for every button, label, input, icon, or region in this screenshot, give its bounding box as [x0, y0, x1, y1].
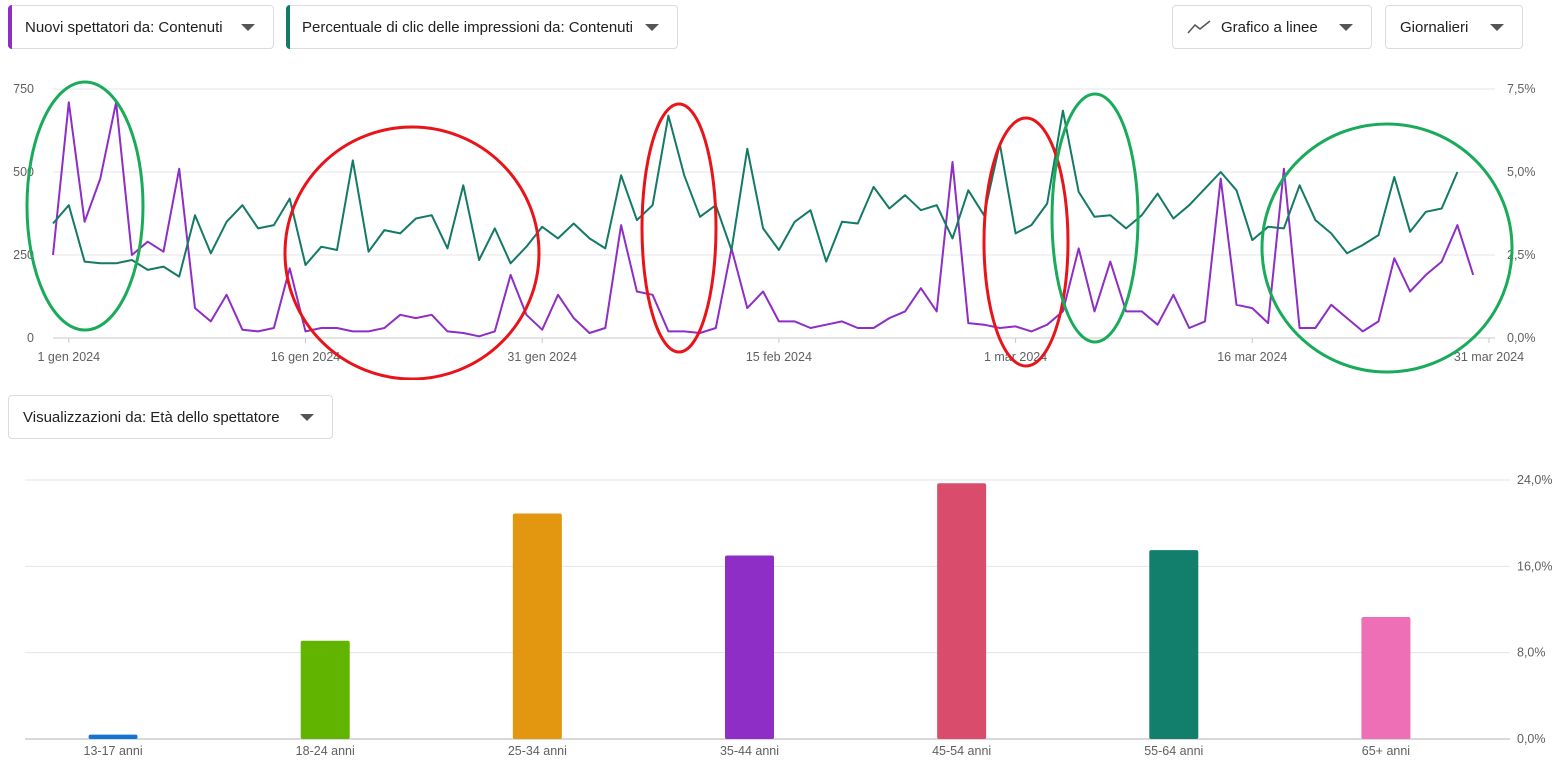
- annotation-ellipse: [640, 102, 718, 354]
- viewers-series-line: [52, 101, 1475, 338]
- y-left-tick-label: 250: [13, 248, 34, 262]
- x-tick-label: 15 feb 2024: [746, 350, 812, 364]
- y-right-tick-label: 0,0%: [1507, 331, 1536, 345]
- bar: [300, 640, 350, 739]
- y-right-tick-label: 7,5%: [1507, 82, 1536, 96]
- x-category-label: 35-44 anni: [720, 744, 779, 758]
- y-tick-label: 24,0%: [1517, 473, 1552, 487]
- caret-down-icon: [1490, 24, 1504, 31]
- bar: [512, 513, 562, 739]
- x-tick-label: 16 mar 2024: [1217, 350, 1287, 364]
- bar: [1361, 617, 1411, 739]
- line-chart-icon: [1187, 20, 1211, 34]
- breakdown-dropdown[interactable]: Visualizzazioni da: Età dello spettatore: [8, 395, 333, 439]
- x-tick-label: 31 gen 2024: [507, 350, 577, 364]
- annotation-ellipse: [283, 125, 541, 380]
- x-category-label: 18-24 anni: [296, 744, 355, 758]
- x-category-label: 55-64 anni: [1144, 744, 1203, 758]
- annotation-ellipse: [1260, 122, 1514, 374]
- y-right-tick-label: 5,0%: [1507, 165, 1536, 179]
- caret-down-icon: [241, 24, 255, 31]
- caret-down-icon: [1339, 24, 1353, 31]
- breakdown-label: Visualizzazioni da: Età dello spettatore: [23, 408, 280, 426]
- y-tick-label: 8,0%: [1517, 646, 1546, 660]
- x-category-label: 45-54 anni: [932, 744, 991, 758]
- x-tick-label: 16 gen 2024: [271, 350, 341, 364]
- annotation-ellipse: [1050, 92, 1140, 344]
- annotation-ellipse: [25, 80, 145, 332]
- interval-dropdown[interactable]: Giornalieri: [1385, 5, 1523, 49]
- x-tick-label: 1 mar 2024: [984, 350, 1047, 364]
- y-left-tick-label: 0: [27, 331, 34, 345]
- caret-down-icon: [300, 414, 314, 421]
- y-right-tick-label: 2,5%: [1507, 248, 1536, 262]
- y-left-tick-label: 750: [13, 82, 34, 96]
- metric1-dropdown[interactable]: Nuovi spettatori da: Contenuti: [8, 5, 274, 49]
- interval-label: Giornalieri: [1400, 18, 1469, 36]
- ctr-series-line: [52, 109, 1459, 278]
- bar: [88, 734, 138, 739]
- x-category-label: 65+ anni: [1362, 744, 1410, 758]
- metric2-label: Percentuale di clic delle impressioni da…: [302, 18, 634, 36]
- y-tick-label: 0,0%: [1517, 732, 1546, 746]
- y-tick-label: 16,0%: [1517, 559, 1552, 573]
- metric1-label: Nuovi spettatori da: Contenuti: [25, 18, 223, 36]
- x-tick-label: 1 gen 2024: [37, 350, 100, 364]
- bar: [1149, 550, 1199, 739]
- bar: [937, 483, 987, 739]
- metric2-dropdown[interactable]: Percentuale di clic delle impressioni da…: [286, 5, 678, 49]
- bar: [725, 555, 774, 739]
- chart-type-dropdown[interactable]: Grafico a linee: [1172, 5, 1372, 49]
- x-category-label: 13-17 anni: [84, 744, 143, 758]
- series-color-indicator: [286, 5, 290, 49]
- annotation-ellipse: [982, 116, 1070, 368]
- chart-type-label: Grafico a linee: [1221, 18, 1318, 36]
- annotation-circles: [25, 80, 1514, 380]
- caret-down-icon: [645, 24, 659, 31]
- series-color-indicator: [8, 5, 12, 49]
- x-category-label: 25-34 anni: [508, 744, 567, 758]
- x-tick-label: 31 mar 2024: [1454, 350, 1524, 364]
- line-chart: 0 0,0%250 2,5%500 5,0%750 7,5%1 gen 2024 16 g…: [13, 80, 1536, 380]
